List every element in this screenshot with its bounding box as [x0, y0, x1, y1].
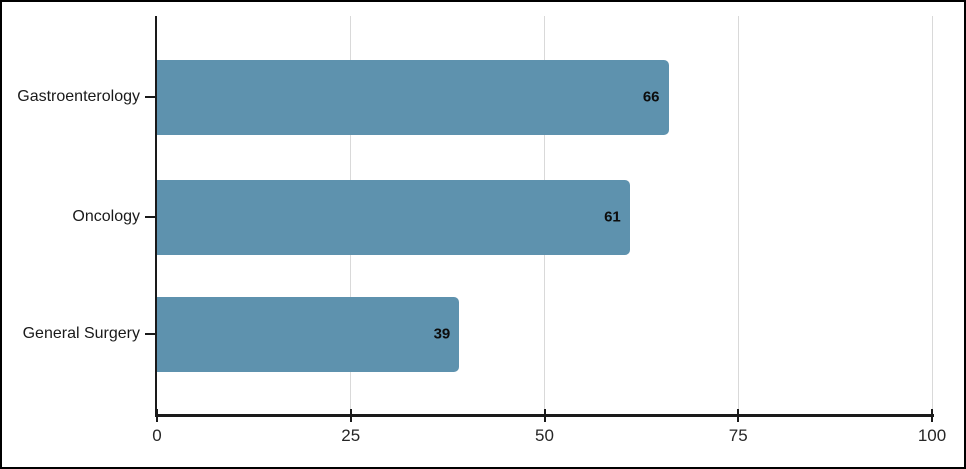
bar-value-label: 66: [642, 88, 660, 106]
x-axis-tick-100: [931, 409, 933, 422]
bar-oncology: 61: [157, 179, 630, 255]
y-axis-tick-oncology: [145, 216, 157, 218]
gridline-x-100: [931, 16, 933, 414]
x-tick-label-0: 0: [152, 426, 162, 445]
x-axis-tick-50: [543, 409, 546, 422]
x-tick-label-25: 25: [341, 426, 361, 445]
bar-general-surgery: 39: [157, 296, 460, 372]
y-axis-tick-gastroenterology: [145, 96, 157, 98]
x-axis-tick-75: [737, 409, 740, 422]
bar-value-label: 39: [433, 325, 451, 343]
category-label-general-surgery: General Surgery: [22, 325, 140, 342]
x-tick-label-50: 50: [535, 426, 554, 445]
category-label-oncology: Oncology: [72, 208, 140, 225]
bar-value-label: 61: [604, 208, 621, 226]
x-tick-label-75: 75: [728, 426, 748, 445]
y-axis-tick-general-surgery: [145, 333, 157, 335]
x-axis-tick-0: [156, 409, 158, 422]
x-axis-tick-25: [349, 409, 352, 422]
bar-gastroenterology: 66: [157, 59, 669, 135]
x-tick-label-100: 100: [917, 426, 947, 445]
gridline-x-75: [737, 16, 739, 414]
category-label-gastroenterology: Gastroenterology: [17, 88, 140, 105]
